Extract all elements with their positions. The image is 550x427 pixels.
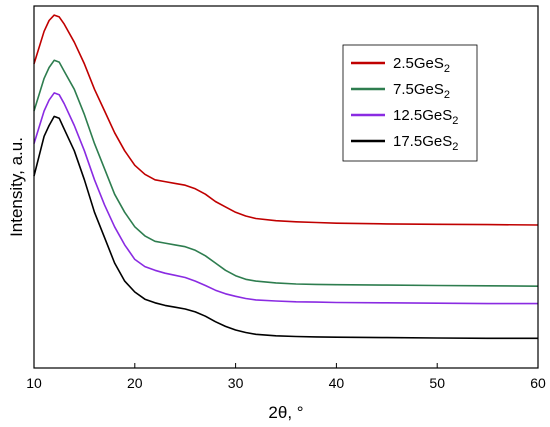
y-axis-title: Intensity, a.u.	[7, 137, 26, 237]
x-tick-label-4: 50	[429, 375, 445, 391]
x-tick-label-3: 40	[329, 375, 345, 391]
x-tick-label-2: 30	[228, 375, 244, 391]
legend-label-3: 17.5GeS2	[393, 133, 458, 153]
series-line-2	[33, 92, 538, 305]
series-line-3	[33, 115, 538, 340]
x-axis-title: 2θ, °	[268, 403, 303, 422]
legend: 2.5GeS2 7.5GeS2 12.5GeS2 17.5GeS2	[342, 44, 478, 162]
legend-label-1: 7.5GeS2	[393, 81, 450, 101]
x-tick-label-1: 20	[127, 375, 143, 391]
plot-frame	[33, 5, 539, 369]
series-line-0	[33, 14, 539, 226]
x-tick-label-0: 10	[26, 375, 42, 391]
x-ticks: 10 20 30 40 50 60	[26, 363, 546, 391]
series-layer	[33, 14, 539, 340]
legend-label-2: 12.5GeS2	[393, 107, 458, 127]
x-tick-label-5: 60	[530, 375, 546, 391]
legend-label-0: 2.5GeS2	[393, 55, 450, 75]
series-line-1	[33, 59, 539, 287]
